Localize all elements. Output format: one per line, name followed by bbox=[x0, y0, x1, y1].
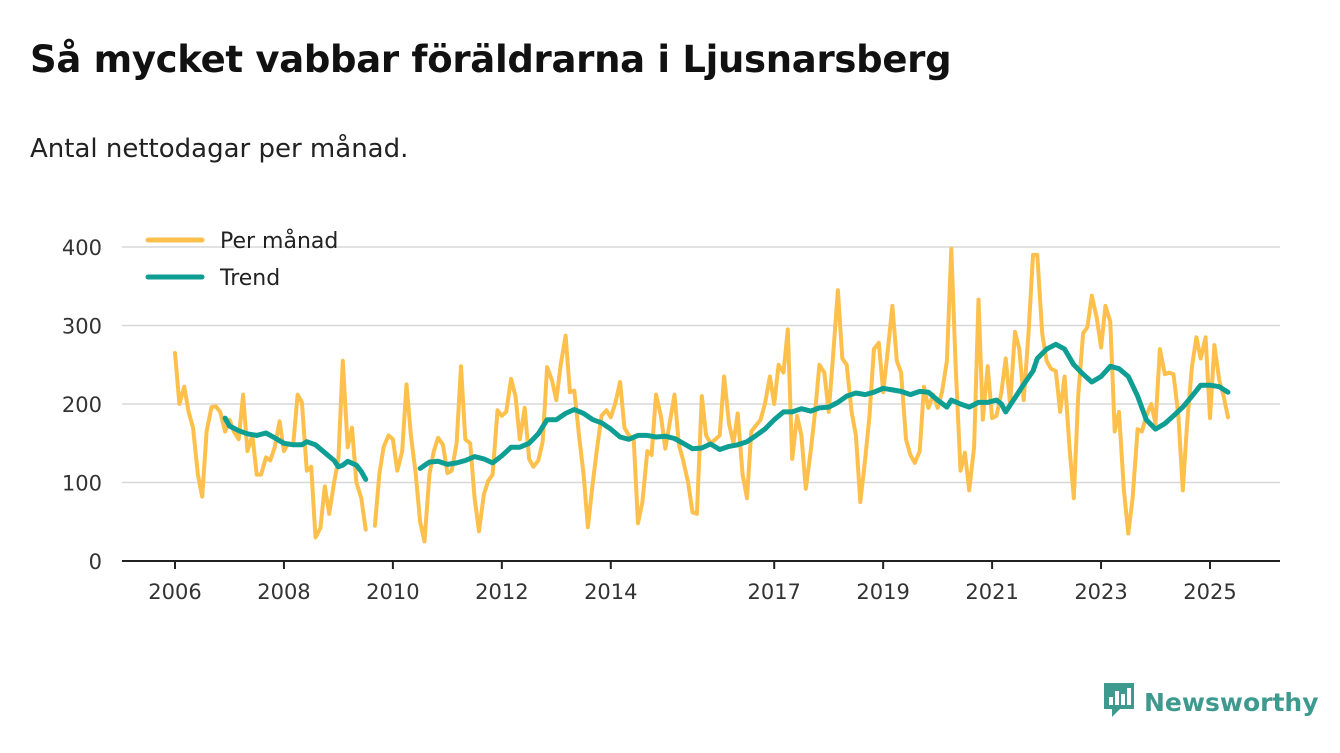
series-line-per-manad-segment-1 bbox=[372, 246, 1230, 544]
y-tick-label: 300 bbox=[62, 315, 102, 339]
y-tick-label: 400 bbox=[62, 236, 102, 260]
x-tick-label: 2023 bbox=[1074, 580, 1127, 604]
newsworthy-logo-icon bbox=[1102, 681, 1136, 723]
x-tick-label: 2012 bbox=[475, 580, 528, 604]
y-tick-label: 100 bbox=[62, 472, 102, 496]
y-tick-label: 200 bbox=[62, 393, 102, 417]
chart-legend: Per månad Trend bbox=[145, 228, 338, 291]
chart-title: Så mycket vabbar föräldrarna i Ljusnarsb… bbox=[30, 38, 952, 81]
newsworthy-brand: Newsworthy bbox=[1102, 681, 1319, 723]
series-line-trend-segment-1 bbox=[417, 341, 1231, 471]
x-tick-label: 2019 bbox=[856, 580, 909, 604]
x-tick-label: 2008 bbox=[257, 580, 310, 604]
x-tick-label: 2021 bbox=[965, 580, 1018, 604]
series-line-trend-segment-0 bbox=[222, 415, 369, 482]
x-tick-label: 2014 bbox=[584, 580, 637, 604]
y-tick-label: 0 bbox=[89, 550, 102, 574]
series-line-per-manad-segment-0 bbox=[173, 351, 368, 540]
x-tick-label: 2010 bbox=[366, 580, 419, 604]
legend-label-per-manad: Per månad bbox=[220, 228, 338, 254]
legend-label-trend: Trend bbox=[219, 266, 280, 291]
x-tick-label: 2025 bbox=[1183, 580, 1236, 604]
x-tick-label: 2006 bbox=[148, 580, 201, 604]
chart-subtitle: Antal nettodagar per månad. bbox=[30, 134, 409, 164]
brand-name: Newsworthy bbox=[1144, 687, 1319, 717]
x-tick-label: 2017 bbox=[747, 580, 800, 604]
